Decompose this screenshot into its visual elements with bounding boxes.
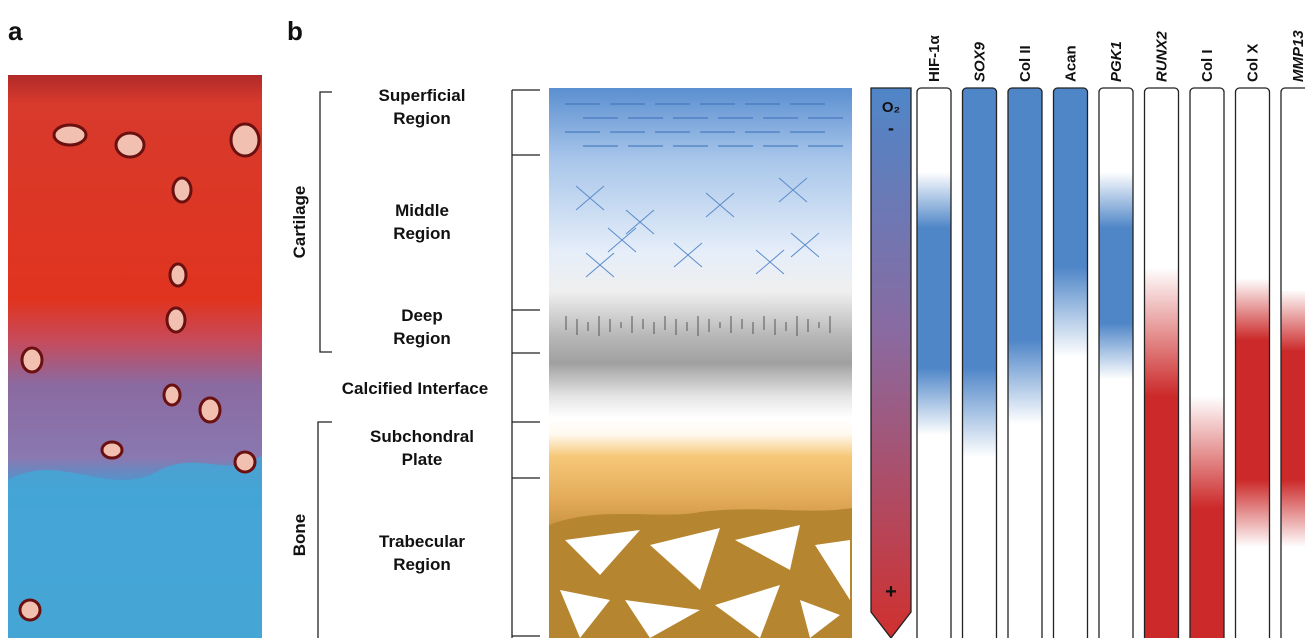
gene-label: HIF-1α <box>926 35 943 83</box>
gene-label: RUNX2 <box>1154 30 1171 82</box>
gene-label: SOX9 <box>972 41 989 82</box>
oxygen-label: O₂ <box>882 99 900 116</box>
region-label: Trabecular <box>379 532 465 551</box>
region-label: Region <box>393 109 451 128</box>
group-label: Bone <box>290 514 309 557</box>
oxygen-low: - <box>888 118 894 138</box>
gene-column <box>1236 88 1270 638</box>
panel-a-photo <box>8 75 262 638</box>
gene-column <box>1008 88 1042 638</box>
oxygen-high: + <box>885 581 897 603</box>
group-label: Cartilage <box>290 186 309 259</box>
gene-column <box>1099 88 1133 638</box>
gene-column <box>917 88 951 638</box>
gene-column <box>1054 88 1088 638</box>
region-label: Calcified Interface <box>342 379 488 398</box>
gene-label: MMP13 <box>1290 30 1305 82</box>
gene-label: Col I <box>1199 50 1216 83</box>
gene-column <box>1281 88 1305 638</box>
region-label: Region <box>393 224 451 243</box>
region-label: Deep <box>401 306 443 325</box>
region-label: Region <box>393 329 451 348</box>
oxygen-arrow <box>871 88 911 638</box>
region-label: Plate <box>402 450 443 469</box>
gene-label: Acan <box>1063 45 1080 82</box>
gene-label: PGK1 <box>1108 41 1125 82</box>
gene-columns: HIF-1α SOX9 Col II Acan PGK1 RUNX2 Col I Col X M… <box>917 30 1305 638</box>
gene-column <box>1190 88 1224 638</box>
region-label: Superficial <box>379 86 466 105</box>
gene-column <box>1145 88 1179 638</box>
gene-label: Col II <box>1017 45 1034 82</box>
gene-label: Col X <box>1245 44 1262 82</box>
region-label: Middle <box>395 201 449 220</box>
panel-label: a <box>8 16 23 46</box>
region-label: Subchondral <box>370 427 474 446</box>
region-label: Region <box>393 555 451 574</box>
panel-label: b <box>287 16 303 46</box>
figure: a b O₂ - + HIF-1α SOX9 Col II Acan PGK1 RUNX2… <box>0 0 1305 638</box>
gene-column <box>963 88 997 638</box>
